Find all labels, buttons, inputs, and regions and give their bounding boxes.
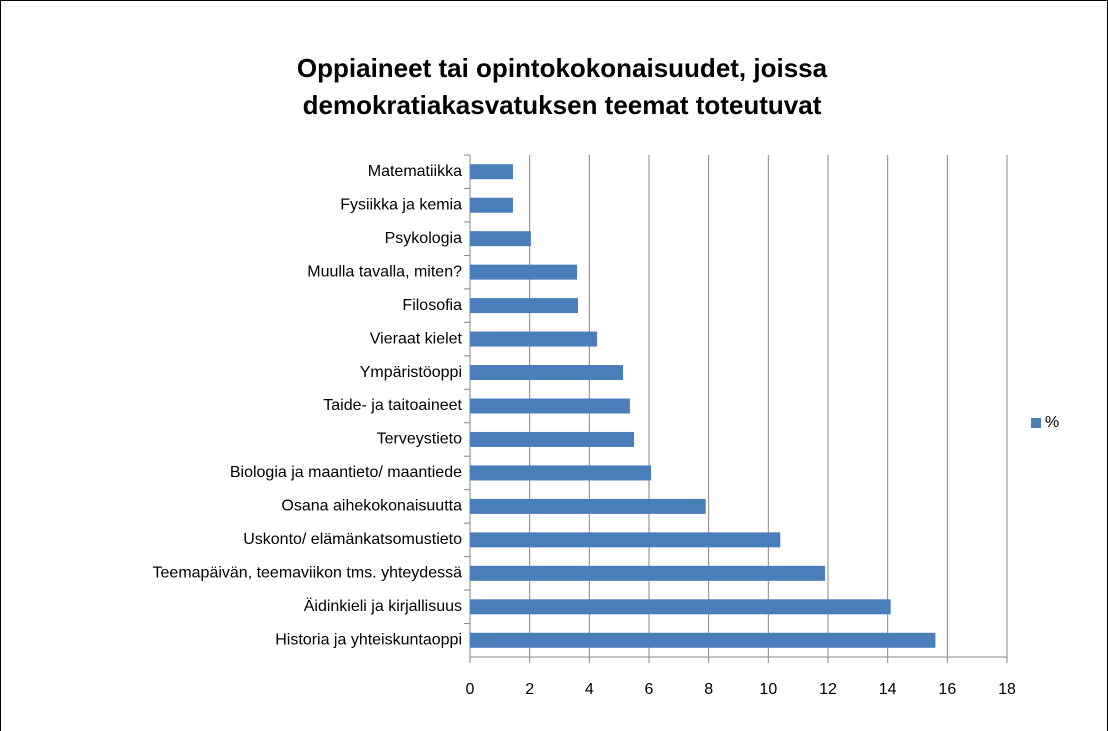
y-tick-label: Teemapäivän, teemaviikon tms. yhteydessä	[153, 565, 463, 582]
chart-title: demokratiakasvatuksen teemat toteutuvat	[303, 90, 822, 120]
bar	[470, 298, 578, 314]
x-tick-label: 16	[938, 681, 956, 698]
bar	[470, 231, 531, 247]
x-tick-label: 4	[585, 681, 594, 698]
bar	[470, 632, 936, 648]
y-tick-label: Historia ja yhteiskuntaoppi	[275, 631, 462, 648]
y-tick-label: Uskonto/ elämänkatsomustieto	[243, 531, 462, 548]
y-tick-label: Psykologia	[385, 230, 462, 247]
bar	[470, 331, 598, 347]
bar	[470, 465, 652, 481]
y-tick-label: Fysiikka ja kemia	[340, 196, 462, 213]
x-tick-label: 18	[998, 681, 1016, 698]
bar	[470, 532, 781, 548]
bar	[470, 599, 891, 615]
x-tick-label: 6	[645, 681, 654, 698]
x-tick-label: 8	[704, 681, 713, 698]
bar	[470, 431, 635, 447]
bar	[470, 565, 826, 581]
y-tick-label: Ympäristöoppi	[360, 364, 462, 381]
bar	[470, 365, 624, 381]
x-tick-label: 2	[525, 681, 534, 698]
chart-title: Oppiaineet tai opintokokonaisuudet, jois…	[297, 53, 828, 83]
legend-swatch	[1031, 418, 1041, 428]
y-tick-label: Biologia ja maantieto/ maantiede	[230, 464, 462, 481]
legend-label: %	[1045, 414, 1059, 431]
y-tick-label: Muulla tavalla, miten?	[307, 263, 462, 280]
y-tick-label: Filosofia	[402, 297, 462, 314]
y-tick-label: Terveystieto	[377, 431, 462, 448]
bar	[470, 164, 513, 180]
y-tick-label: Matematiikka	[368, 163, 462, 180]
bar	[470, 398, 630, 414]
bar	[470, 197, 513, 213]
x-tick-label: 10	[759, 681, 777, 698]
y-tick-label: Äidinkieli ja kirjallisuus	[304, 597, 462, 615]
bar	[470, 498, 706, 514]
x-tick-label: 12	[819, 681, 837, 698]
y-tick-label: Vieraat kielet	[370, 330, 463, 347]
y-tick-label: Taide- ja taitoaineet	[323, 397, 462, 414]
y-tick-label: Osana aihekokonaisuutta	[281, 498, 462, 515]
x-tick-label: 0	[466, 681, 475, 698]
bar	[470, 264, 578, 280]
x-tick-label: 14	[879, 681, 897, 698]
